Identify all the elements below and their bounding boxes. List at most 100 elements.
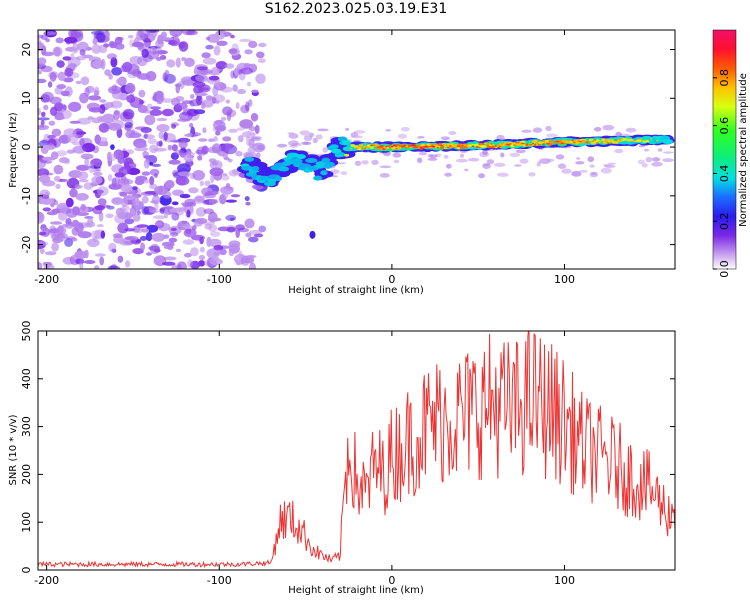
noise-blob — [440, 136, 450, 140]
noise-blob — [131, 68, 142, 78]
noise-blob — [114, 36, 123, 45]
noise-blob — [135, 198, 140, 206]
signal-mark — [614, 139, 618, 141]
signal-mark — [469, 143, 473, 145]
signal-mark — [563, 142, 566, 145]
noise-blob — [175, 57, 181, 68]
noise-blob — [142, 109, 152, 114]
noise-blob — [121, 204, 130, 212]
noise-blob — [193, 109, 206, 115]
noise-blob — [235, 260, 242, 266]
noise-blob — [134, 126, 149, 130]
noise-blob — [47, 134, 56, 139]
signal-mark — [355, 147, 359, 150]
signal-mark — [486, 145, 489, 147]
noise-blob — [62, 56, 72, 61]
noise-blob — [199, 246, 205, 253]
noise-blob — [70, 30, 84, 39]
noise-blob — [645, 157, 653, 163]
noise-blob — [245, 101, 250, 112]
signal-mark — [440, 144, 444, 147]
noise-blob — [38, 212, 45, 223]
noise-blob — [132, 186, 138, 191]
noise-blob — [464, 168, 469, 172]
noise-blob — [57, 71, 66, 82]
noise-blob — [119, 191, 128, 197]
noise-blob — [98, 211, 104, 222]
signal-mark — [540, 141, 543, 143]
noise-blob — [122, 108, 135, 120]
noise-blob — [317, 128, 329, 132]
noise-blob — [561, 168, 572, 174]
noise-blob — [232, 84, 238, 92]
signal-mark — [436, 147, 439, 149]
noise-blob — [168, 237, 178, 243]
noise-blob — [239, 38, 252, 42]
noise-blob — [528, 172, 536, 177]
noise-blob — [43, 266, 49, 269]
noise-blob — [122, 236, 137, 245]
noise-blob — [482, 163, 491, 169]
x-tick-label: 100 — [554, 273, 575, 286]
noise-blob — [191, 225, 197, 231]
noise-blob — [202, 127, 207, 134]
noise-blob — [90, 230, 103, 239]
colorbar-ticks: 0.0 0.2 0.4 0.6 0.8 — [713, 69, 731, 278]
signal-mark — [637, 138, 641, 141]
signal-mark — [448, 145, 452, 147]
noise-blob — [171, 201, 179, 206]
noise-blob — [70, 52, 75, 61]
noise-blob — [54, 175, 61, 182]
signal-mark — [274, 176, 282, 182]
noise-blob — [124, 228, 135, 232]
noise-blob — [159, 55, 167, 60]
noise-blob — [43, 104, 49, 111]
noise-blob — [225, 199, 237, 203]
noise-blob — [138, 89, 146, 98]
noise-blob — [154, 202, 159, 211]
colorbar-label: Normalized spectral amplitude — [738, 73, 749, 227]
noise-blob — [56, 150, 67, 157]
x-tick-label: -100 — [207, 574, 232, 587]
signal-mark — [411, 144, 415, 146]
noise-blob — [184, 252, 192, 258]
noise-blob — [246, 81, 252, 87]
noise-blob — [137, 55, 148, 67]
noise-blob — [226, 226, 236, 233]
noise-blob — [96, 224, 104, 228]
signal-mark — [506, 143, 510, 146]
noise-blob — [177, 118, 191, 122]
noise-blob — [230, 34, 235, 39]
signal-mark — [388, 147, 392, 149]
noise-blob — [336, 162, 347, 165]
signal-mark — [378, 145, 385, 148]
noise-blob — [143, 159, 150, 169]
noise-blob — [144, 114, 156, 126]
signal-mark — [387, 145, 390, 147]
y-tick-label: 100 — [20, 512, 33, 533]
signal-mark — [569, 142, 572, 144]
noise-blob — [161, 241, 175, 247]
signal-mark — [594, 139, 597, 141]
x-tick-label: -200 — [34, 574, 59, 587]
signal-mark — [581, 139, 585, 142]
noise-blob — [255, 73, 266, 84]
noise-blob — [110, 57, 118, 68]
noise-blob — [163, 131, 168, 141]
signal-mark — [542, 143, 545, 145]
noise-blob — [93, 90, 100, 97]
noise-blob — [228, 48, 238, 54]
noise-blob — [455, 158, 468, 163]
noise-blob — [546, 133, 558, 138]
noise-blob — [151, 195, 161, 205]
noise-blob — [536, 161, 541, 167]
signal-mark — [547, 143, 552, 146]
noise-blob — [113, 149, 124, 160]
noise-blob — [88, 95, 102, 101]
colorbar: 0.0 0.2 0.4 0.6 0.8 Normalized spectral ampl… — [712, 29, 749, 278]
x-tick-label: 0 — [388, 273, 395, 286]
noise-blob — [249, 262, 256, 269]
noise-blob — [417, 136, 425, 139]
noise-blob — [215, 61, 228, 70]
signal-mark — [401, 146, 405, 148]
